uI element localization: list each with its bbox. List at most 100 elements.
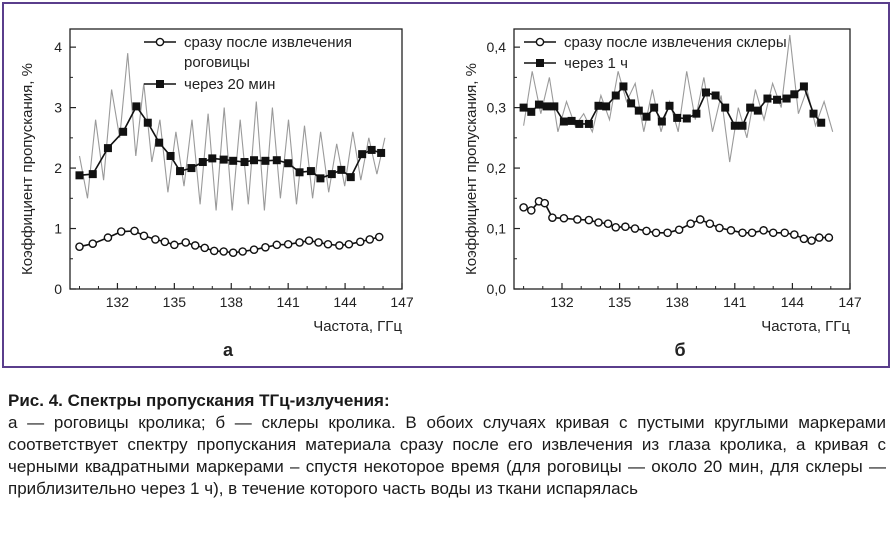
legend-label: сразу после извлечения склеры — [564, 34, 787, 51]
data-point-circle — [715, 223, 724, 233]
data-point-square — [773, 95, 782, 104]
x-axis-label: Частота, ГГц — [761, 318, 850, 335]
data-point-circle — [75, 242, 84, 251]
data-point-circle — [726, 226, 736, 235]
data-point-circle — [355, 237, 365, 247]
data-point-square — [611, 91, 620, 100]
data-point-square — [377, 148, 386, 157]
data-point-square — [702, 88, 710, 97]
x-tick-label: 147 — [838, 294, 862, 310]
data-point-square — [119, 127, 128, 136]
data-point-circle — [526, 206, 536, 215]
data-point-square — [272, 156, 281, 165]
data-point-circle — [238, 247, 247, 256]
x-axis-label: Частота, ГГц — [313, 318, 402, 335]
data-point-circle — [181, 238, 191, 247]
data-point-circle — [738, 228, 747, 238]
data-point-square — [809, 109, 818, 118]
data-point-circle — [323, 239, 333, 249]
data-point-square — [187, 164, 196, 173]
data-point-circle — [824, 233, 834, 242]
panel-label: б — [674, 340, 685, 360]
data-point-circle — [584, 215, 594, 225]
data-point-square — [132, 102, 141, 111]
x-tick-label: 147 — [390, 294, 414, 310]
raw-spectrum-line — [78, 53, 386, 211]
data-point-circle — [365, 235, 375, 244]
x-tick-label: 135 — [608, 294, 632, 310]
data-point-square — [316, 174, 325, 183]
data-point-circle — [272, 240, 282, 250]
data-point-square — [75, 171, 84, 180]
data-point-square — [753, 106, 762, 115]
data-point-circle — [304, 236, 314, 245]
data-point-circle — [747, 228, 757, 238]
data-point-circle — [674, 225, 684, 235]
data-point-circle — [519, 203, 528, 212]
data-point-circle — [573, 215, 582, 224]
x-tick-label: 144 — [333, 294, 357, 310]
data-point-square — [337, 165, 346, 174]
data-point-circle — [594, 218, 603, 227]
figure-frame — [2, 2, 890, 368]
data-point-circle — [651, 228, 661, 238]
data-point-square — [176, 167, 185, 176]
data-point-square — [367, 145, 376, 154]
data-point-square — [602, 102, 611, 111]
data-point-square — [527, 107, 536, 116]
data-point-circle — [160, 237, 170, 247]
x-tick-label: 141 — [276, 294, 300, 310]
data-point-square — [627, 99, 636, 108]
legend-label: через 1 ч — [564, 55, 628, 72]
data-point-square — [730, 121, 739, 130]
x-tick-label: 144 — [781, 294, 805, 310]
data-point-circle — [103, 233, 113, 242]
legend-label: через 20 мин — [184, 76, 275, 93]
data-point-circle — [642, 226, 651, 236]
data-point-circle — [283, 239, 293, 249]
data-point-circle — [611, 223, 621, 232]
x-tick-label: 138 — [220, 294, 244, 310]
data-point-square — [284, 159, 293, 168]
data-point-circle — [663, 228, 672, 238]
data-point-square — [240, 158, 249, 167]
data-point-circle — [130, 226, 139, 236]
data-point-square — [327, 170, 336, 179]
data-point-square — [166, 151, 175, 160]
legend-marker-square — [536, 59, 544, 67]
data-point-square — [567, 116, 576, 125]
data-point-circle — [768, 228, 778, 238]
data-point-square — [198, 158, 207, 167]
data-point-square — [721, 103, 730, 112]
x-tick-label: 132 — [550, 294, 574, 310]
charts-svg: 132 135 138 141 144 147 0 1 2 3 4 Частота, ГГц Коэфф… — [19, 28, 862, 360]
data-point-circle — [686, 219, 695, 228]
data-point-circle — [335, 241, 344, 250]
data-point-square — [559, 117, 568, 126]
data-point-circle — [540, 198, 550, 208]
data-point-circle — [621, 222, 630, 232]
data-point-square — [673, 113, 682, 122]
data-point-circle — [780, 228, 790, 238]
data-point-circle — [116, 227, 126, 236]
panel-label: а — [223, 340, 234, 360]
data-point-circle — [548, 213, 557, 222]
plot-area-frame — [69, 28, 403, 290]
data-point-circle — [200, 243, 209, 253]
x-tick-label: 138 — [666, 294, 690, 310]
y-tick-label: 4 — [54, 39, 62, 55]
data-point-square — [143, 118, 152, 127]
data-point-circle — [249, 245, 259, 254]
data-point-square — [665, 101, 674, 110]
data-point-square — [619, 82, 628, 91]
data-point-circle — [344, 239, 354, 249]
data-point-square — [519, 103, 528, 112]
data-point-square — [594, 101, 603, 110]
figure-caption: Рис. 4. Спектры пропускания ТГц-излучени… — [8, 390, 886, 500]
data-point-circle — [603, 219, 613, 228]
data-point-square — [103, 144, 112, 153]
data-point-square — [799, 82, 808, 91]
data-point-circle — [209, 246, 219, 256]
data-point-square — [358, 150, 367, 159]
data-point-square — [550, 102, 559, 111]
